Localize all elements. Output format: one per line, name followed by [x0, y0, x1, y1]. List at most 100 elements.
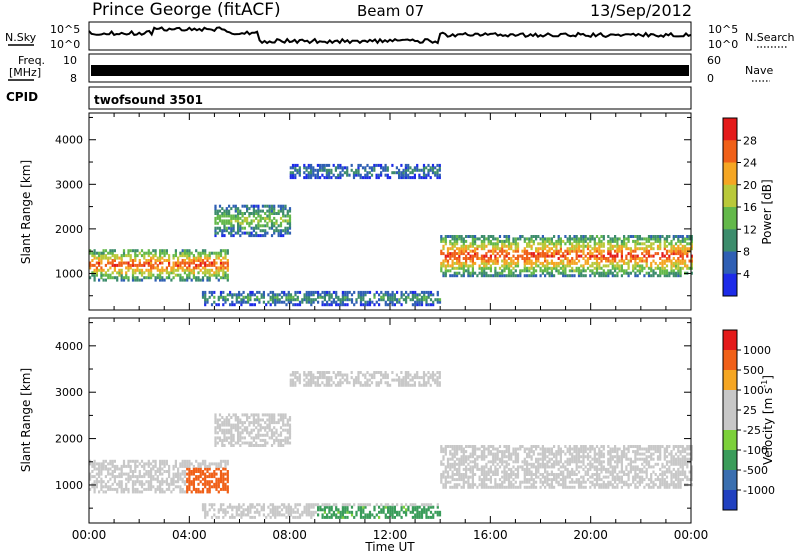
power-cell — [279, 234, 283, 238]
velocity-cell — [487, 450, 490, 454]
velocity-cell — [526, 478, 529, 482]
power-cell — [199, 263, 202, 267]
power-cell — [159, 268, 162, 272]
power-cell — [620, 249, 623, 253]
velocity-cell — [634, 470, 637, 474]
power-cell — [453, 239, 456, 243]
power-cell — [217, 295, 220, 299]
power-cell — [661, 261, 664, 265]
velocity-cell — [107, 472, 110, 476]
velocity-cell — [526, 485, 529, 489]
velocity-cell — [154, 472, 157, 476]
velocity-cell — [562, 483, 565, 487]
beam-title: Beam 07 — [357, 2, 424, 20]
power-cell — [519, 274, 522, 278]
power-cell — [451, 264, 454, 268]
power-cell — [541, 237, 544, 241]
power-cell — [337, 163, 340, 167]
power-cell — [487, 242, 490, 246]
velocity-cell — [355, 378, 358, 382]
velocity-cell — [449, 462, 452, 466]
velocity-cell — [449, 452, 452, 456]
velocity-cell — [246, 428, 249, 432]
power-cell — [541, 244, 544, 248]
power-cell — [548, 247, 551, 251]
power-cell — [197, 263, 200, 267]
power-cell — [557, 252, 560, 256]
velocity-cell — [480, 485, 483, 489]
power-cell — [208, 268, 211, 272]
power-cell — [432, 300, 435, 304]
power-cell — [465, 239, 468, 243]
power-cell — [532, 266, 535, 270]
power-cell — [434, 166, 437, 170]
power-cell — [400, 303, 403, 307]
power-cell — [239, 212, 242, 215]
power-cell — [206, 256, 209, 260]
power-cell — [460, 264, 463, 268]
power-cell — [147, 276, 150, 280]
velocity-cell — [616, 478, 619, 482]
velocity-cell — [138, 480, 141, 484]
power-cell — [337, 176, 340, 180]
velocity-cell — [501, 470, 504, 474]
power-cell — [136, 278, 139, 282]
velocity-cell — [387, 505, 390, 509]
power-cell — [350, 298, 354, 302]
power-cell — [366, 176, 369, 180]
power-cell — [371, 300, 374, 304]
power-cell — [177, 268, 180, 272]
velocity-cell — [98, 475, 101, 479]
velocity-cell — [528, 470, 531, 474]
velocity-cell — [271, 503, 275, 507]
power-cell — [273, 212, 276, 215]
velocity-cell — [436, 503, 439, 507]
power-cell — [152, 266, 155, 270]
power-cell — [165, 251, 168, 255]
power-cell — [107, 273, 110, 277]
power-cell — [541, 249, 544, 253]
power-cell — [256, 295, 259, 299]
power-cell — [444, 254, 447, 258]
power-cell — [535, 269, 538, 273]
velocity-cell — [104, 490, 107, 494]
velocity-cell — [487, 467, 490, 471]
power-cell — [163, 268, 166, 272]
power-cell — [681, 244, 684, 248]
power-cell — [282, 229, 285, 233]
velocity-cell — [346, 508, 349, 512]
power-cell — [201, 261, 205, 265]
power-cell — [550, 259, 553, 263]
power-cell — [516, 257, 520, 260]
velocity-cell — [154, 470, 157, 473]
power-cell — [650, 266, 653, 270]
velocity-cell — [337, 510, 340, 514]
velocity-cell — [546, 473, 549, 476]
velocity-cell — [414, 515, 417, 519]
power-cell — [186, 254, 189, 258]
power-cell — [688, 242, 691, 246]
power-cell — [458, 235, 461, 238]
power-cell — [364, 293, 367, 297]
velocity-cell — [346, 378, 349, 382]
colorbar-tick-label: 4 — [743, 268, 750, 281]
power-cell — [620, 244, 623, 248]
velocity-cell — [188, 485, 191, 489]
power-cell — [341, 166, 344, 170]
power-cell — [467, 269, 470, 273]
velocity-cell — [243, 413, 246, 417]
velocity-cell — [214, 413, 217, 417]
power-cell — [456, 259, 459, 263]
power-cell — [575, 254, 578, 258]
power-cell — [526, 244, 529, 248]
power-cell — [526, 266, 529, 270]
power-cell — [489, 264, 492, 268]
velocity-cell — [91, 470, 94, 473]
power-cell — [261, 204, 264, 208]
power-cell — [690, 264, 693, 268]
power-cell — [223, 221, 226, 225]
velocity-cell — [165, 462, 168, 466]
power-cell — [485, 237, 488, 241]
velocity-cell — [174, 485, 177, 489]
velocity-cell — [147, 459, 150, 463]
